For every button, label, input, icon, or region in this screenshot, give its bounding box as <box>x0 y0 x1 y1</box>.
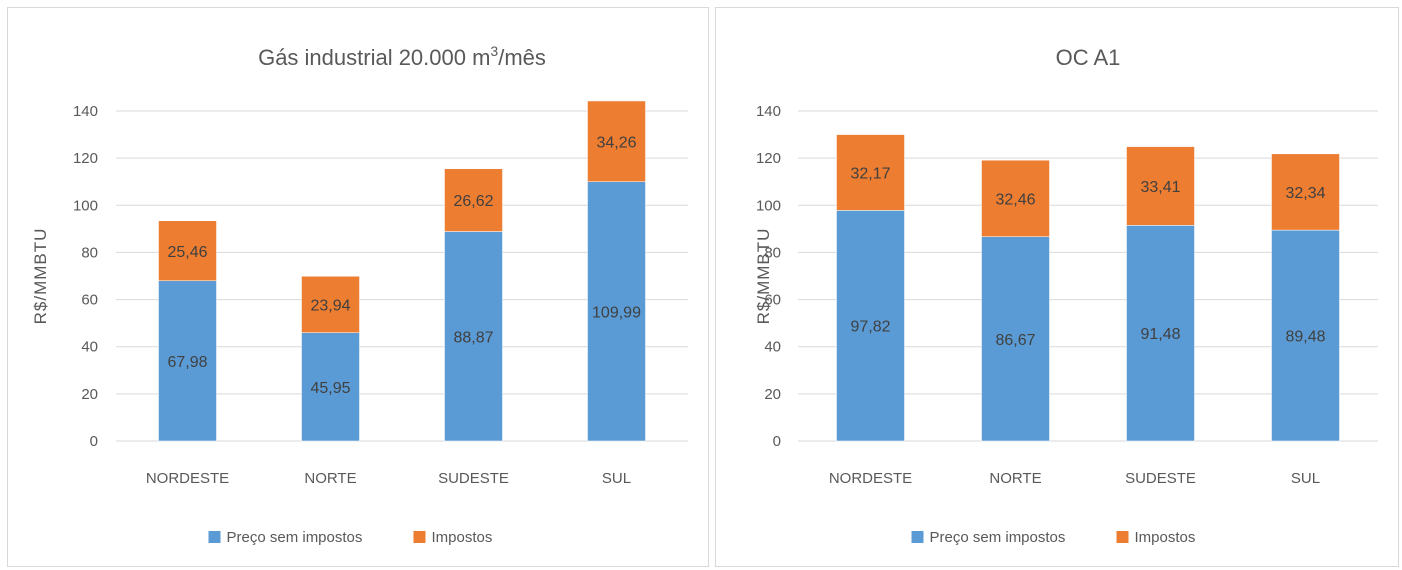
data-label: 26,62 <box>453 193 493 210</box>
y-tick-label: 120 <box>756 150 781 167</box>
x-tick-label: SUDESTE <box>1125 470 1196 487</box>
y-tick-label: 0 <box>90 433 98 450</box>
legend-label-impostos: Impostos <box>432 529 493 546</box>
data-label: 32,17 <box>850 166 890 183</box>
data-label: 86,67 <box>995 332 1035 349</box>
y-axis-label: R$/MMBTU <box>31 228 50 325</box>
legend-label-impostos: Impostos <box>1135 529 1196 546</box>
chart-title: Gás industrial 20.000 m3/mês <box>258 43 546 70</box>
bar-impostos <box>158 220 217 282</box>
legend-swatch-impostos <box>413 531 426 543</box>
y-tick-label: 40 <box>81 339 98 356</box>
y-tick-label: 60 <box>81 292 98 309</box>
data-label: 25,46 <box>167 244 207 261</box>
chart-panel-oc-a1: OC A1 0 20 40 60 80 100 120 140 R$/MMBTU 97,82 32,1… <box>715 7 1399 567</box>
y-tick-label: 140 <box>756 103 781 120</box>
chart-title: OC A1 <box>1056 45 1121 70</box>
y-axis-label: R$/MMBTU <box>754 228 773 325</box>
legend-label-preco-sem-impostos: Preço sem impostos <box>930 529 1066 546</box>
chart-panel-gas-industrial: Gás industrial 20.000 m3/mês 0 20 40 60 80 100… <box>7 7 709 567</box>
data-label: 67,98 <box>167 354 207 371</box>
data-label: 91,48 <box>1140 326 1180 343</box>
bar-impostos <box>836 134 905 211</box>
x-tick-label: SUL <box>1291 470 1320 487</box>
bar-impostos <box>444 168 503 232</box>
x-tick-label: NORDESTE <box>146 470 229 487</box>
legend-swatch-preco-sem-impostos <box>911 531 924 543</box>
x-tick-label: SUL <box>602 470 631 487</box>
y-tick-label: 0 <box>773 433 781 450</box>
bar-impostos <box>1126 146 1195 226</box>
y-tick-label: 60 <box>764 292 781 309</box>
bar-preco-sem-impostos <box>981 236 1050 442</box>
y-tick-label: 20 <box>764 386 781 403</box>
bar-preco-sem-impostos <box>836 210 905 442</box>
chart-title-main: Gás industrial 20.000 m <box>258 45 490 70</box>
data-label: 23,94 <box>310 297 350 314</box>
y-tick-label: 80 <box>764 244 781 261</box>
y-tick-label: 20 <box>81 386 98 403</box>
data-label: 109,99 <box>592 304 641 321</box>
bar-preco-sem-impostos <box>1271 229 1340 442</box>
data-label: 34,26 <box>596 134 636 151</box>
y-tick-label: 40 <box>764 339 781 356</box>
y-tick-label: 140 <box>73 103 98 120</box>
data-label: 88,87 <box>453 329 493 346</box>
bar-preco-sem-impostos <box>158 280 217 442</box>
bar-impostos <box>1271 153 1340 231</box>
legend-swatch-preco-sem-impostos <box>208 531 221 543</box>
data-label: 97,82 <box>850 319 890 336</box>
bar-impostos <box>301 276 360 333</box>
data-label: 32,46 <box>995 191 1035 208</box>
data-label: 32,34 <box>1285 185 1325 202</box>
y-tick-label: 80 <box>81 244 98 261</box>
x-tick-label: NORTE <box>989 470 1041 487</box>
data-label: 45,95 <box>310 380 350 397</box>
x-tick-label: NORDESTE <box>829 470 912 487</box>
y-tick-label: 100 <box>756 197 781 214</box>
legend-swatch-impostos <box>1116 531 1129 543</box>
chart-title-superscript: 3 <box>490 43 498 59</box>
bar-impostos <box>587 100 646 182</box>
legend-label-preco-sem-impostos: Preço sem impostos <box>227 529 363 546</box>
chart-svg-oc-a1: OC A1 0 20 40 60 80 100 120 140 R$/MMBTU 97,82 32,1… <box>754 45 1378 546</box>
bar-preco-sem-impostos <box>444 231 503 442</box>
y-tick-label: 120 <box>73 150 98 167</box>
chart-title-main: OC A1 <box>1056 45 1121 70</box>
data-label: 89,48 <box>1285 329 1325 346</box>
y-tick-label: 100 <box>73 197 98 214</box>
x-tick-label: NORTE <box>304 470 356 487</box>
data-label: 33,41 <box>1140 179 1180 196</box>
bar-preco-sem-impostos <box>1126 225 1195 442</box>
chart-svg-gas-industrial: Gás industrial 20.000 m3/mês 0 20 40 60 80 100… <box>31 43 688 546</box>
chart-title-suffix: /mês <box>498 45 546 70</box>
bar-preco-sem-impostos <box>301 332 360 442</box>
bar-impostos <box>981 159 1050 237</box>
x-tick-label: SUDESTE <box>438 470 509 487</box>
